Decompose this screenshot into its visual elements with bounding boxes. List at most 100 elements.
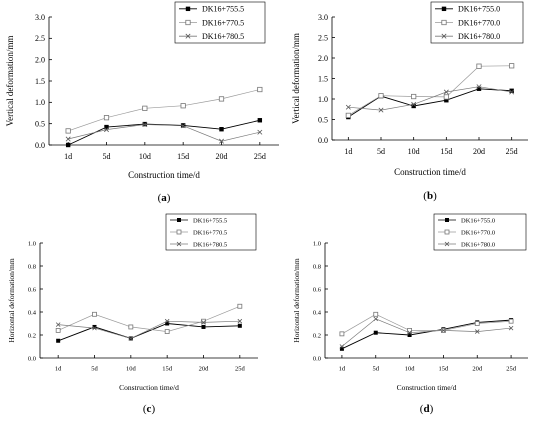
data-point	[509, 63, 515, 69]
legend-label: DK16+770.0	[458, 18, 500, 27]
x-tick-label: 20d	[473, 147, 485, 156]
legend-marker	[445, 218, 449, 222]
data-point	[443, 89, 449, 95]
legend-marker	[176, 241, 182, 247]
series-line-2	[341, 318, 512, 347]
data-point	[237, 323, 242, 328]
series-line-0	[341, 319, 512, 350]
series-line-1	[348, 65, 512, 116]
x-tick-label: 10d	[139, 152, 151, 161]
data-point	[411, 93, 417, 100]
x-axis-label: Construction time/d	[128, 170, 200, 180]
y-tick-label: 1.5	[318, 74, 328, 83]
chart-panel-0: 0.0 0.5 1.0 1.5 2.0 2.5 3.0 1d 5d 10d 15d 20d 25d Con…	[5, 1, 279, 204]
y-axis-label: Horizontal deformation/mm	[292, 258, 301, 343]
y-tick-label: 2.0	[35, 55, 45, 64]
y-axis-label: Vertical deformation/mm	[291, 33, 301, 124]
data-point	[55, 322, 61, 327]
data-point	[128, 336, 134, 341]
x-axis-label: Construction time/d	[119, 383, 179, 392]
x-tick-label: 15d	[177, 152, 189, 161]
data-point	[142, 122, 148, 128]
data-point	[476, 63, 482, 69]
y-tick-label: 0.0	[318, 136, 328, 145]
data-point	[411, 103, 416, 109]
data-point	[257, 118, 263, 123]
legend-label: DK16+780.0	[461, 241, 495, 248]
data-point	[407, 330, 412, 335]
series-line-1	[58, 305, 240, 332]
x-tick-label: 1d	[344, 147, 352, 156]
data-point	[165, 321, 170, 326]
y-tick-label: 0.4	[313, 309, 322, 316]
series-line-1	[341, 313, 512, 335]
legend-label: DK16+770.5	[193, 229, 227, 236]
y-tick-label: 0.2	[313, 332, 321, 339]
data-point	[339, 344, 345, 349]
data-point	[257, 86, 263, 93]
x-tick-label: 15d	[439, 366, 450, 373]
y-axis-label: Vertical deformation/mm	[5, 36, 15, 127]
chart-panel-1: 0.0 0.5 1.0 1.5 2.0 2.5 3.0 1d 5d 10d 15d 20d 25d Con…	[291, 1, 528, 202]
data-point	[56, 338, 61, 343]
data-point	[55, 327, 61, 333]
series-line-2	[68, 124, 260, 142]
y-tick-label: 1.0	[318, 95, 328, 104]
y-tick-label: 0.5	[318, 115, 328, 124]
x-tick-label: 10d	[408, 147, 420, 156]
x-tick-label: 20d	[472, 366, 483, 373]
data-point	[509, 88, 514, 93]
data-point	[378, 107, 384, 113]
data-point	[508, 325, 514, 331]
legend-label: DK16+755.0	[458, 5, 500, 14]
data-point	[180, 103, 186, 109]
data-point	[508, 318, 514, 324]
x-tick-label: 25d	[235, 366, 246, 373]
chart-panel-2: 0.0 0.2 0.4 0.6 0.8 1.0 1d 5d 10d 15d 20d 25d Constr…	[7, 213, 258, 415]
data-point	[373, 311, 379, 317]
y-tick-label: 0.5	[35, 119, 45, 128]
y-tick-label: 0.0	[313, 355, 321, 362]
y-tick-label: 0.0	[35, 141, 45, 150]
legend-label: DK16+770.0	[461, 229, 495, 236]
data-point	[92, 324, 97, 329]
legend-marker	[177, 218, 181, 222]
y-tick-label: 3.0	[35, 13, 45, 22]
data-point	[164, 329, 170, 334]
data-point	[103, 115, 110, 121]
data-point	[104, 124, 109, 130]
series-line-1	[68, 89, 260, 132]
y-tick-label: 2.5	[35, 34, 45, 43]
data-point	[476, 86, 482, 91]
legend-label: DK16+780.5	[193, 241, 227, 248]
legend-label: DK16+755.0	[461, 217, 495, 224]
data-point	[339, 331, 345, 337]
data-point	[201, 318, 206, 324]
panel-label: (d)	[420, 403, 434, 415]
x-tick-label: 20d	[216, 152, 228, 161]
series-line-0	[68, 119, 260, 146]
panel-label: (a)	[158, 192, 171, 204]
x-tick-label: 1d	[64, 152, 72, 161]
x-tick-label: 25d	[506, 366, 517, 373]
series-line-2	[348, 86, 512, 111]
data-point	[219, 127, 224, 132]
series-line-0	[58, 323, 240, 342]
y-tick-label: 0.2	[28, 332, 36, 339]
data-point	[65, 142, 71, 148]
legend-marker	[185, 33, 191, 39]
data-point	[237, 318, 243, 324]
legend-marker	[444, 241, 450, 247]
y-tick-label: 0.4	[28, 309, 37, 316]
x-tick-label: 5d	[103, 152, 111, 161]
data-point	[92, 311, 97, 317]
y-tick-label: 0.6	[313, 286, 322, 293]
data-point	[92, 325, 97, 331]
y-tick-label: 1.0	[28, 240, 36, 247]
y-tick-label: 0.0	[28, 355, 36, 362]
y-tick-label: 2.5	[318, 33, 328, 42]
data-point	[180, 123, 186, 129]
x-axis-label: Construction time/d	[394, 167, 466, 177]
data-point	[345, 112, 351, 118]
legend-label: DK16+770.5	[202, 18, 244, 27]
